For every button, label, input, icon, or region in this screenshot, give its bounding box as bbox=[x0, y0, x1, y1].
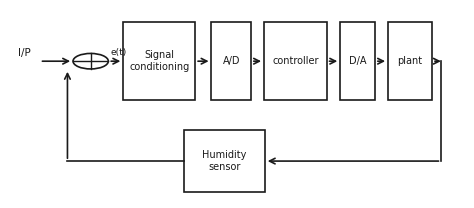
Bar bbox=[183, 130, 265, 192]
Bar bbox=[123, 22, 195, 100]
Text: A/D: A/D bbox=[222, 56, 240, 66]
Text: Humidity
sensor: Humidity sensor bbox=[202, 150, 246, 172]
Text: controller: controller bbox=[272, 56, 319, 66]
Text: e(t): e(t) bbox=[110, 47, 127, 57]
Text: I/P: I/P bbox=[18, 48, 30, 58]
Text: Signal
conditioning: Signal conditioning bbox=[129, 50, 189, 72]
Bar bbox=[264, 22, 327, 100]
Text: plant: plant bbox=[398, 56, 423, 66]
Bar bbox=[340, 22, 375, 100]
Bar bbox=[388, 22, 432, 100]
Text: D/A: D/A bbox=[349, 56, 366, 66]
Bar bbox=[211, 22, 251, 100]
